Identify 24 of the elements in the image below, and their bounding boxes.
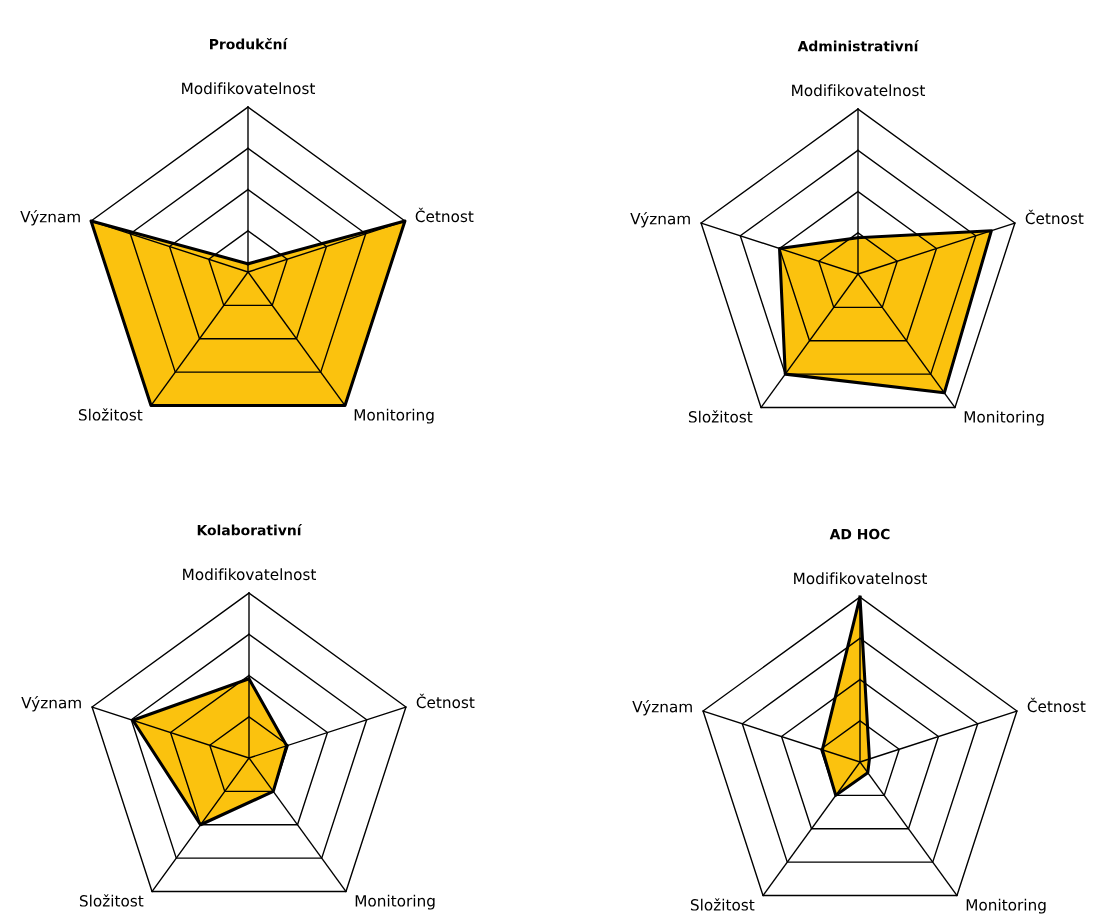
spoke-label: Četnost	[1025, 209, 1084, 225]
spoke-label: Modifikovatelnost	[183, 568, 317, 581]
spoke-label: Význam	[632, 700, 692, 716]
spoke-label: Význam	[20, 210, 80, 226]
spoke-label: Četnost	[1027, 697, 1086, 713]
spoke-label: Složitost	[688, 410, 753, 423]
spoke-label: Četnost	[416, 693, 475, 709]
spoke-label: Četnost	[415, 207, 474, 223]
spoke-label: Modifikovatelnost	[182, 82, 316, 95]
spoke-label: Složitost	[79, 894, 144, 907]
chart-title: AD HOC	[829, 528, 890, 540]
spoke-label: Monitoring	[355, 894, 435, 910]
spoke-label: Význam	[630, 212, 690, 228]
spoke-label: Složitost	[78, 408, 143, 421]
chart-title: Administrativní	[797, 40, 920, 52]
spoke-label: Monitoring	[354, 408, 434, 424]
chart-title: Produkční	[210, 38, 288, 50]
spoke-label: Modifikovatelnost	[792, 84, 926, 97]
spoke-label: Modifikovatelnost	[794, 572, 928, 585]
chart-title: Kolaborativní	[197, 524, 303, 536]
spoke-label: Monitoring	[964, 410, 1044, 426]
spoke-label: Složitost	[690, 898, 755, 911]
spoke-label: Monitoring	[966, 898, 1046, 914]
spoke-label: Význam	[21, 696, 81, 712]
